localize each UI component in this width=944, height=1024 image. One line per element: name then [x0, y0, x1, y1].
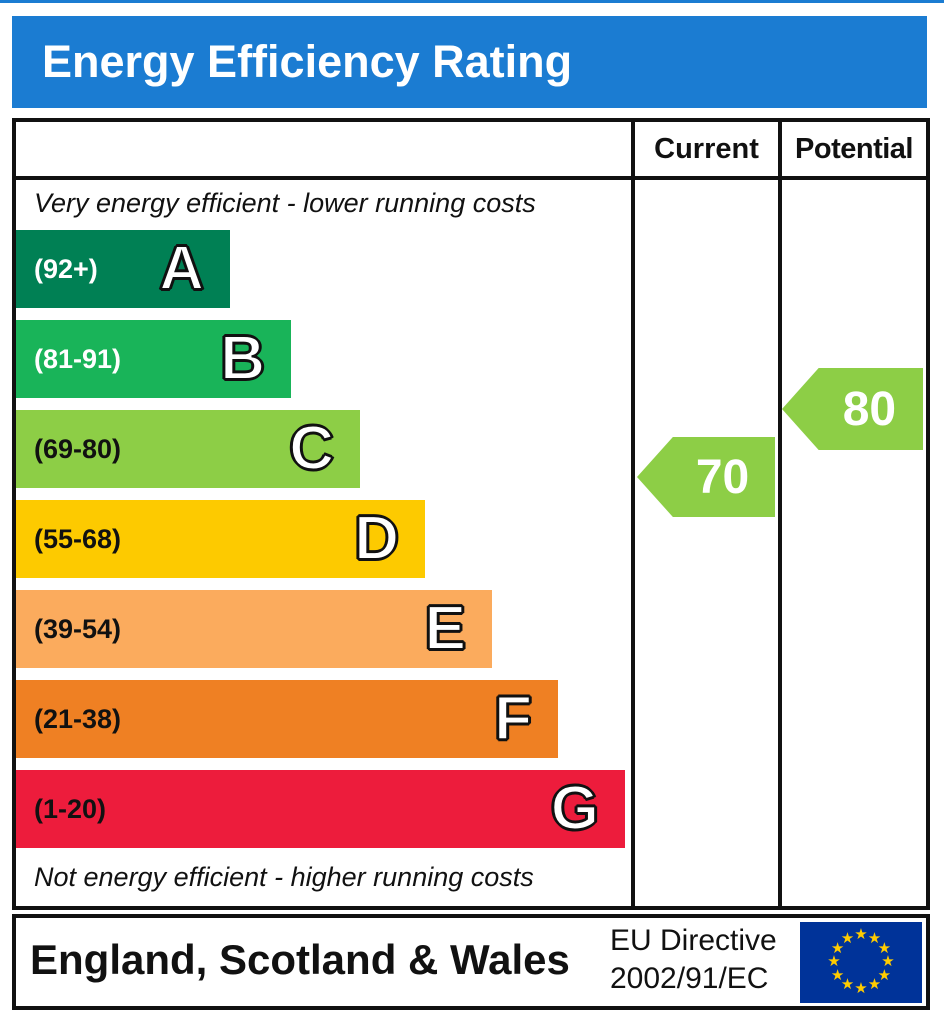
- footer-region-label: England, Scotland & Wales: [30, 936, 570, 983]
- eu-flag-star: ★: [830, 939, 845, 957]
- band-range-label: (81-91): [34, 343, 122, 374]
- band-letter: C: [288, 414, 335, 483]
- eu-flag-star: ★: [840, 976, 855, 994]
- eu-flag-star: ★: [827, 953, 841, 970]
- band-row-e: (39-54) E: [16, 590, 492, 668]
- band-range-label: (1-20): [34, 793, 107, 824]
- band-range-label: (39-54): [34, 613, 122, 644]
- eu-flag-icon: ★ ★ ★ ★ ★ ★ ★ ★ ★ ★ ★ ★: [800, 922, 922, 1003]
- band-letter: G: [550, 774, 600, 843]
- band-letter: F: [493, 684, 533, 753]
- band-row-c: (69-80) C: [16, 410, 360, 488]
- eu-flag-star: ★: [881, 953, 895, 970]
- band-letter: E: [424, 594, 467, 663]
- band-letter: B: [219, 324, 266, 393]
- band-letter: D: [353, 504, 400, 573]
- band-row-g: (1-20) G: [16, 770, 625, 848]
- eu-directive-label: EU Directive 2002/91/EC: [610, 922, 777, 998]
- band-letter: A: [158, 234, 205, 303]
- column-divider-potential: [778, 118, 782, 910]
- footer-frame: [12, 914, 930, 1010]
- eu-flag-star: ★: [854, 926, 868, 943]
- column-header-current: Current: [654, 132, 759, 165]
- band-row-d: (55-68) D: [16, 500, 425, 578]
- column-divider-current: [631, 118, 635, 910]
- eu-flag-star: ★: [840, 929, 855, 947]
- eu-directive-line2: 2002/91/EC: [610, 962, 769, 995]
- rating-bands: (92+) A (81-91) B (69-80) C (55-68) D (39-54) E (2…: [16, 230, 631, 852]
- note-not-efficient: Not energy efficient - higher running co…: [34, 862, 534, 892]
- eu-flag-star: ★: [877, 966, 892, 984]
- eu-directive-line1: EU Directive: [610, 924, 777, 957]
- eu-flag-star: ★: [877, 939, 892, 957]
- eu-flag-star: ★: [867, 976, 882, 994]
- note-very-efficient: Very energy efficient - lower running co…: [34, 188, 536, 218]
- current-rating-value: 70: [695, 450, 750, 504]
- eu-flag-star: ★: [830, 966, 845, 984]
- band-row-a: (92+) A: [16, 230, 230, 308]
- band-range-label: (69-80): [34, 433, 122, 464]
- band-range-label: (21-38): [34, 703, 122, 734]
- column-header-potential: Potential: [795, 132, 913, 165]
- title-bar: Energy Efficiency Rating: [12, 16, 927, 108]
- header-row-divider: [12, 176, 930, 180]
- page-title: Energy Efficiency Rating: [42, 36, 573, 87]
- band-range-label: (55-68): [34, 523, 122, 554]
- band-row-b: (81-91) B: [16, 320, 291, 398]
- potential-rating-value: 80: [842, 382, 897, 436]
- eu-flag-star: ★: [854, 980, 868, 997]
- band-range-label: (92+): [34, 253, 98, 284]
- eu-flag-star: ★: [867, 929, 882, 947]
- top-edge-strip: [0, 0, 944, 3]
- band-row-f: (21-38) F: [16, 680, 558, 758]
